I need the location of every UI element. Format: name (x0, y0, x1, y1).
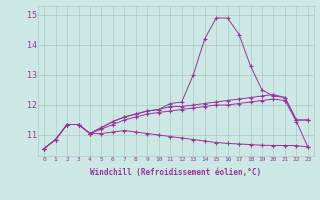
X-axis label: Windchill (Refroidissement éolien,°C): Windchill (Refroidissement éolien,°C) (91, 168, 261, 177)
